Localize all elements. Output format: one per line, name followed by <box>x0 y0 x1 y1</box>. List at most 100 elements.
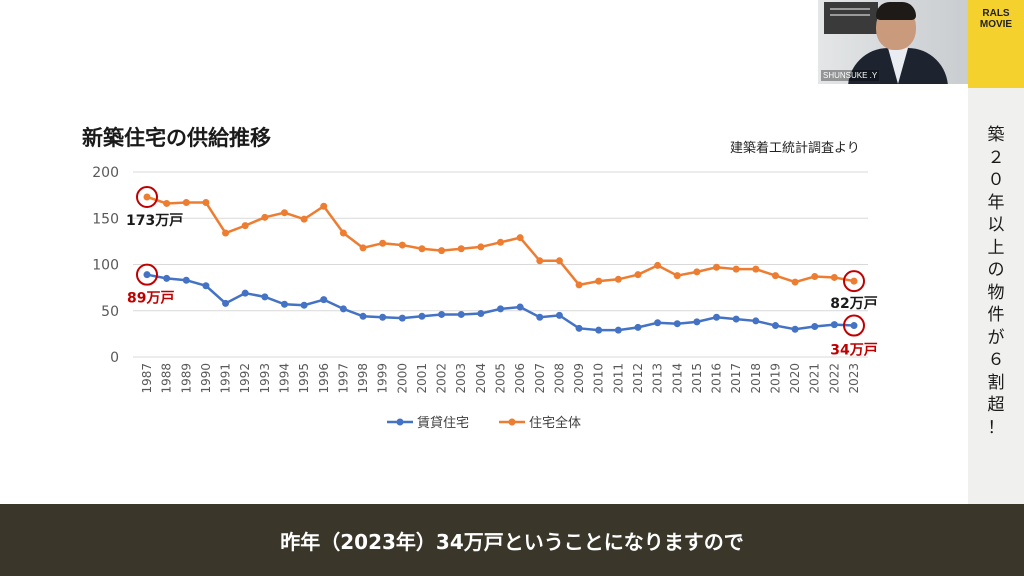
x-tick-label: 2016 <box>710 363 724 394</box>
x-tick-label: 2021 <box>808 363 822 394</box>
x-tick-label: 2007 <box>533 363 547 394</box>
x-tick-label: 1987 <box>140 363 154 394</box>
data-point <box>320 296 328 304</box>
data-point <box>398 314 406 322</box>
data-point <box>654 319 662 327</box>
subtitle-caption: 昨年（2023年）34万戸ということになりますので <box>280 530 744 554</box>
value-annotation: 173万戸 <box>126 213 183 229</box>
data-point <box>261 293 269 301</box>
x-tick-label: 2006 <box>513 363 527 394</box>
x-tick-label: 1999 <box>376 363 390 394</box>
data-point <box>614 275 622 283</box>
x-tick-label: 1988 <box>160 363 174 394</box>
x-tick-label: 2008 <box>552 363 566 394</box>
highlight-circle <box>136 263 158 286</box>
data-point <box>713 313 721 321</box>
data-point <box>830 273 838 281</box>
x-tick-label: 2015 <box>690 363 704 394</box>
series-line-rental <box>146 273 855 332</box>
data-point <box>241 289 249 297</box>
logo-line-2: MOVIE <box>979 19 1013 30</box>
headline-char: 物 <box>987 282 1005 303</box>
data-point <box>339 229 347 237</box>
x-tick-label: 1998 <box>356 363 370 394</box>
data-point <box>752 317 760 325</box>
headline-char: 件 <box>987 305 1005 325</box>
x-tick-label: 1991 <box>219 363 233 394</box>
data-point <box>261 213 269 221</box>
data-point <box>222 299 230 307</box>
data-point <box>438 247 446 255</box>
x-tick-label: 1997 <box>336 363 350 394</box>
x-tick-label: 2001 <box>415 363 429 394</box>
wall-poster <box>824 2 878 34</box>
data-point <box>163 274 171 282</box>
data-point <box>418 245 426 253</box>
speaker-name-label: SHUNSUKE .Y <box>821 70 880 81</box>
data-point <box>634 323 642 331</box>
y-tick-label: 150 <box>92 211 119 227</box>
data-point <box>300 215 308 223</box>
data-point <box>202 199 210 207</box>
data-point <box>614 326 622 334</box>
data-point <box>339 305 347 313</box>
x-tick-label: 2010 <box>592 363 606 394</box>
data-point <box>457 310 465 318</box>
data-point <box>555 257 563 265</box>
data-point <box>222 229 230 237</box>
x-tick-label: 1996 <box>317 363 331 394</box>
speaker-hair <box>876 2 916 20</box>
data-point <box>163 199 171 207</box>
x-tick-label: 1995 <box>297 363 311 394</box>
data-point <box>182 276 190 284</box>
x-tick-label: 2017 <box>729 363 743 394</box>
brand-logo: RALS MOVIE <box>972 8 1020 30</box>
data-point <box>477 243 485 251</box>
x-tick-label: 2014 <box>670 363 684 394</box>
data-point <box>280 209 288 217</box>
data-point <box>438 310 446 318</box>
headline-char: 年 <box>987 192 1005 213</box>
legend-label: 住宅全体 <box>529 415 581 431</box>
headline-char: が <box>987 327 1005 348</box>
x-tick-label: 2009 <box>572 363 586 394</box>
data-point <box>379 313 387 321</box>
vertical-headline: 築 ２ ０ 年以上の物件が ６ 割超！ <box>968 124 1024 439</box>
headline-char: 築 <box>987 125 1005 145</box>
caption-bar <box>0 504 1024 576</box>
x-tick-label: 2004 <box>474 363 488 394</box>
speaker-video: SHUNSUKE .Y <box>818 0 968 84</box>
vertical-headline-panel: 築 ２ ０ 年以上の物件が ６ 割超！ <box>968 88 1024 504</box>
data-point <box>516 303 524 311</box>
data-point <box>359 244 367 252</box>
data-point <box>673 272 681 280</box>
legend-swatch-marker <box>508 418 516 426</box>
data-point <box>398 241 406 249</box>
data-point <box>143 271 151 279</box>
data-point <box>575 324 583 332</box>
headline-char: ！ <box>987 417 1005 438</box>
data-point <box>595 326 603 334</box>
x-tick-label: 2005 <box>494 363 508 394</box>
data-point <box>379 239 387 247</box>
data-point <box>791 278 799 286</box>
data-point <box>850 322 858 330</box>
highlight-circle <box>843 270 865 293</box>
x-tick-label: 2003 <box>454 363 468 394</box>
data-point <box>693 318 701 326</box>
data-point <box>418 312 426 320</box>
line-chart: 0 50 100 150 200 1987 1988 1989 1990 1991 1992 1993… <box>92 165 877 431</box>
data-point <box>732 265 740 273</box>
headline-char: の <box>987 260 1005 280</box>
value-annotation: 34万戸 <box>830 343 877 359</box>
headline-char: 以 <box>987 215 1005 235</box>
x-tick-label: 2019 <box>768 363 782 394</box>
x-tick-label: 2011 <box>611 363 625 394</box>
data-point <box>497 238 504 246</box>
x-tick-label: 2000 <box>395 363 409 394</box>
x-tick-label: 2020 <box>788 363 802 394</box>
x-tick-label: 2012 <box>631 363 645 394</box>
data-point <box>516 234 524 242</box>
data-point <box>555 311 563 319</box>
poster-line <box>830 8 870 10</box>
